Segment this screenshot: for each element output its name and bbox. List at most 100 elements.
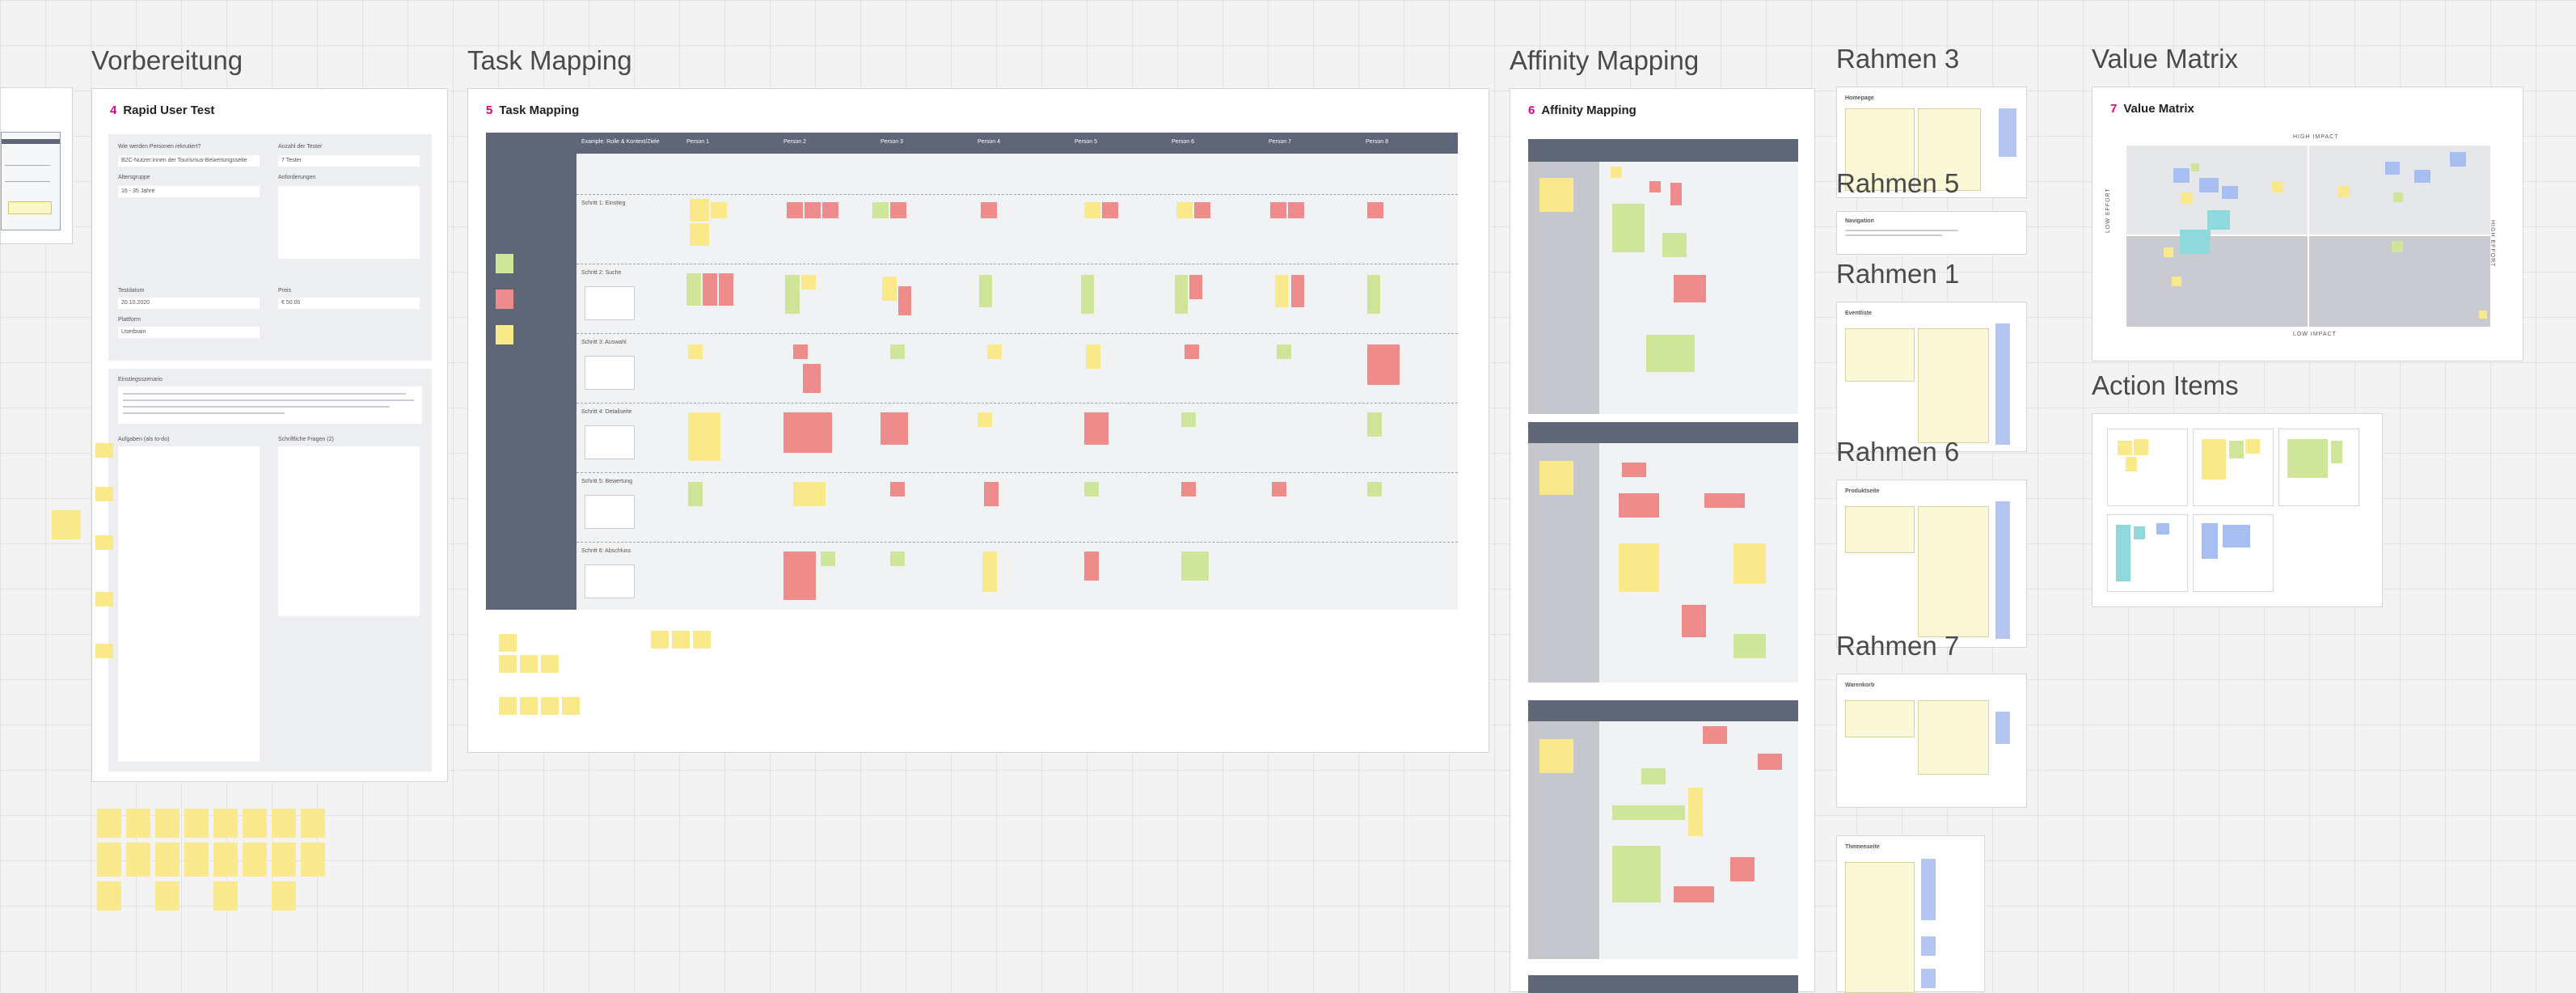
sticky-note[interactable] xyxy=(2229,441,2244,458)
recruiting-field[interactable]: B2C-Nutzer:innen der Tourismus-Bewertung… xyxy=(118,155,260,167)
sticky-note[interactable] xyxy=(1084,482,1099,496)
sticky-note[interactable] xyxy=(1619,493,1659,518)
sticky-note[interactable] xyxy=(1674,275,1706,302)
sticky-note[interactable] xyxy=(97,843,121,877)
sticky-note[interactable] xyxy=(95,592,113,606)
sticky-note[interactable] xyxy=(783,412,832,453)
sticky-note[interactable] xyxy=(1682,605,1706,637)
sticky-note[interactable] xyxy=(651,631,669,649)
action-item-card[interactable] xyxy=(2193,429,2274,506)
frame-task-mapping[interactable]: 5 Task Mapping Example: Rolle & Kontext/Z… xyxy=(467,88,1489,753)
sticky-note[interactable] xyxy=(821,551,835,566)
sticky-note[interactable] xyxy=(783,551,816,600)
sticky-note[interactable] xyxy=(52,510,81,539)
sticky-note[interactable] xyxy=(499,655,517,673)
sticky-note[interactable] xyxy=(1181,412,1196,427)
sticky-note[interactable] xyxy=(1688,788,1703,836)
sticky-note[interactable] xyxy=(2222,186,2238,199)
frame-rahmen7[interactable]: Warenkorb xyxy=(1836,674,2027,808)
sticky-note[interactable] xyxy=(2202,523,2218,559)
sticky-note[interactable] xyxy=(541,655,559,673)
sticky-note[interactable] xyxy=(2272,181,2283,192)
frame-vorbereitung[interactable]: 4 Rapid User Test Wie werden Personen rek… xyxy=(91,88,448,782)
sticky-note[interactable] xyxy=(688,344,703,359)
sticky-note[interactable] xyxy=(711,202,727,218)
sticky-note[interactable] xyxy=(213,809,238,838)
sticky-note[interactable] xyxy=(2414,170,2430,183)
sticky-note[interactable] xyxy=(898,286,911,315)
sticky-note[interactable] xyxy=(785,275,800,314)
sticky-note[interactable] xyxy=(2287,439,2328,478)
sticky-note[interactable] xyxy=(2338,186,2350,197)
sticky-note[interactable] xyxy=(1367,344,1400,385)
sticky-note[interactable] xyxy=(2181,192,2193,204)
sticky-note[interactable] xyxy=(2385,162,2400,175)
sticky-note[interactable] xyxy=(97,809,121,838)
sticky-note[interactable] xyxy=(1612,204,1645,252)
sticky-note[interactable] xyxy=(541,697,559,715)
sticky-note[interactable] xyxy=(126,843,150,877)
sticky-note[interactable] xyxy=(272,843,296,877)
sticky-note[interactable] xyxy=(890,202,906,218)
sticky-note[interactable] xyxy=(1612,846,1661,902)
sticky-note[interactable] xyxy=(184,809,209,838)
sticky-note[interactable] xyxy=(1181,551,1209,581)
screenshot-placeholder[interactable] xyxy=(585,286,635,320)
frame-action-items[interactable] xyxy=(2092,413,2383,607)
sticky-note[interactable] xyxy=(2331,441,2342,463)
tasks-field[interactable] xyxy=(118,446,260,762)
sticky-note[interactable] xyxy=(2118,441,2132,455)
sticky-note[interactable] xyxy=(1539,739,1573,773)
frame-rahmen6[interactable]: Produktseite xyxy=(1836,480,2027,648)
sticky-note[interactable] xyxy=(1367,202,1383,218)
sticky-note[interactable] xyxy=(872,202,889,218)
sticky-note[interactable] xyxy=(243,843,267,877)
sticky-note[interactable] xyxy=(1181,482,1196,496)
sticky-note[interactable] xyxy=(787,202,803,218)
sticky-note[interactable] xyxy=(1102,202,1118,218)
sticky-note[interactable] xyxy=(2392,241,2403,252)
sticky-note[interactable] xyxy=(1367,482,1382,496)
sticky-note[interactable] xyxy=(213,843,238,877)
sticky-note[interactable] xyxy=(2191,163,2199,171)
sticky-note[interactable] xyxy=(693,631,711,649)
sticky-note[interactable] xyxy=(1367,412,1382,437)
sticky-note[interactable] xyxy=(2180,230,2211,254)
frame-affinity-mapping[interactable]: 6 Affinity Mapping xyxy=(1510,88,1815,993)
sticky-note[interactable] xyxy=(1084,551,1099,581)
sticky-note[interactable] xyxy=(1641,768,1666,784)
sticky-note[interactable] xyxy=(155,809,179,838)
sticky-note[interactable] xyxy=(520,655,538,673)
screenshot-placeholder[interactable] xyxy=(585,564,635,598)
sticky-note[interactable] xyxy=(155,881,179,911)
sticky-note[interactable] xyxy=(2207,210,2230,230)
sticky-note[interactable] xyxy=(520,697,538,715)
action-item-card[interactable] xyxy=(2278,429,2359,506)
test-date-field[interactable]: 20.10.2020 xyxy=(118,298,260,309)
sticky-note[interactable] xyxy=(2223,525,2250,547)
sticky-note[interactable] xyxy=(1734,543,1766,584)
frame-rahmen5[interactable]: Navigation xyxy=(1836,211,2027,255)
sticky-note[interactable] xyxy=(1176,202,1193,218)
sticky-note[interactable] xyxy=(822,202,838,218)
frame-rahmen1[interactable]: Eventliste xyxy=(1836,302,2027,452)
sticky-note[interactable] xyxy=(1175,275,1188,314)
sticky-note[interactable] xyxy=(2156,523,2169,535)
sticky-note[interactable] xyxy=(688,482,703,506)
price-field[interactable]: € 50.00 xyxy=(278,298,420,309)
sticky-note[interactable] xyxy=(1734,634,1766,658)
screenshot-placeholder[interactable] xyxy=(585,425,635,459)
sticky-note[interactable] xyxy=(1670,183,1682,205)
action-item-card[interactable] xyxy=(2193,514,2274,592)
sticky-note[interactable] xyxy=(1086,344,1100,369)
action-item-card[interactable] xyxy=(2107,514,2188,592)
sticky-note[interactable] xyxy=(95,487,113,501)
action-item-card[interactable] xyxy=(2107,429,2188,506)
sticky-note[interactable] xyxy=(1619,543,1659,592)
sticky-note[interactable] xyxy=(1612,805,1685,820)
sticky-note[interactable] xyxy=(979,275,992,307)
sticky-note[interactable] xyxy=(1539,178,1573,212)
sticky-note[interactable] xyxy=(688,412,720,461)
sticky-note[interactable] xyxy=(793,344,808,359)
sticky-note[interactable] xyxy=(1288,202,1304,218)
